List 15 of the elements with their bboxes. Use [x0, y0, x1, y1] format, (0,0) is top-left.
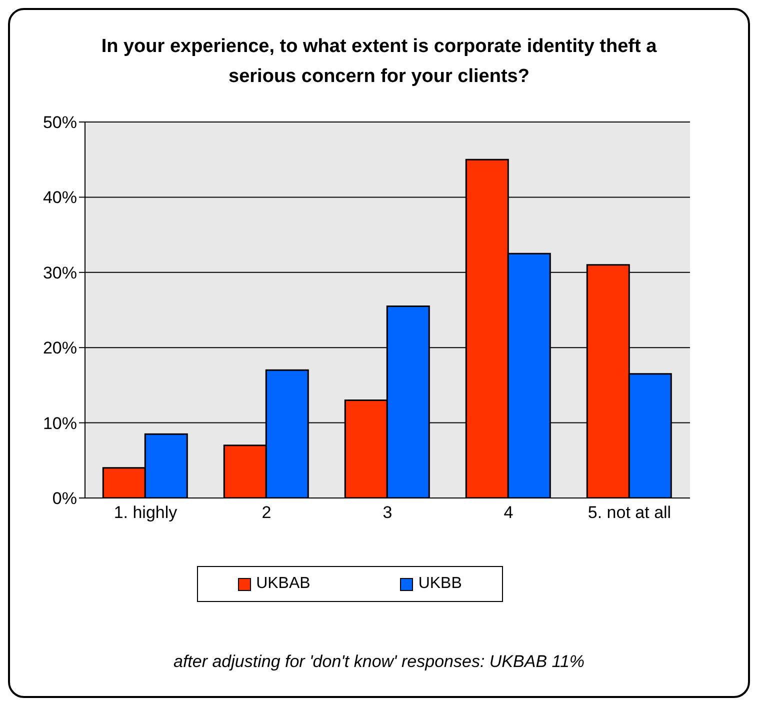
y-tick-label: 50% [42, 113, 77, 132]
x-tick-label: 2 [262, 503, 272, 522]
x-tick-label: 1. highly [114, 503, 178, 522]
y-tick-label: 10% [42, 414, 77, 433]
y-tick-label: 20% [42, 338, 77, 358]
y-tick-label: 30% [42, 263, 77, 282]
chart-title: In your experience, to what extent is corporate identity theft a serious concern for your clients? [100, 35, 658, 89]
y-tick-label: 40% [42, 188, 77, 208]
text: after adjusting for 'don't know' responses: UKBAB 11% [172, 652, 586, 672]
x-tick-label: 3 [382, 503, 392, 522]
x-tick-label: 4 [504, 503, 514, 522]
x-tick-label: 5. not at all [588, 503, 672, 522]
y-tick-label: 0% [52, 489, 77, 508]
legend-label: UKBAB [255, 575, 310, 593]
legend-label: UKBB [417, 575, 462, 593]
